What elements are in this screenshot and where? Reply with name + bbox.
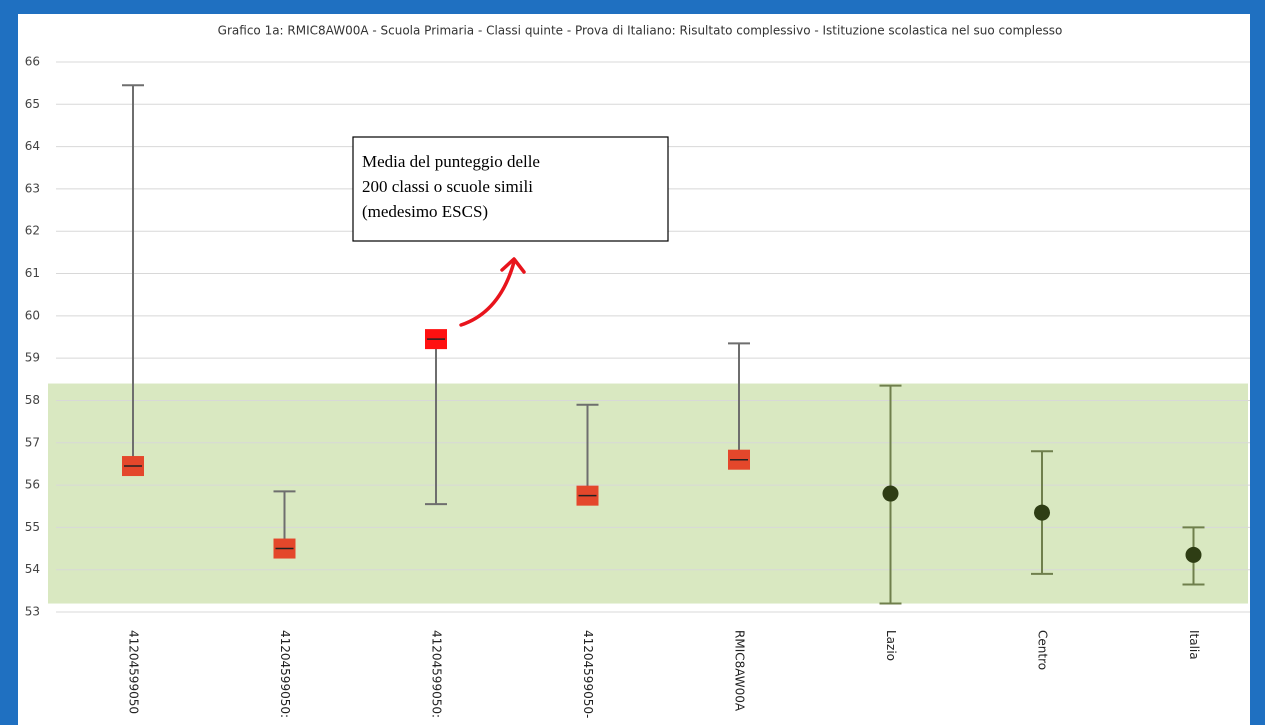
x-tick-label: 41204599050-	[581, 630, 595, 718]
panel	[18, 14, 1250, 725]
x-tick-label: 41204599050:	[278, 630, 292, 718]
y-tick-label: 54	[25, 562, 40, 576]
annotation-arrowhead	[500, 257, 526, 274]
y-tick-label: 55	[25, 520, 40, 534]
x-tick-label: Lazio	[884, 630, 898, 661]
y-tick-label: 66	[25, 55, 40, 69]
y-tick-label: 57	[25, 435, 40, 449]
x-tick-label: RMIC8AW00A	[733, 630, 747, 712]
chart-title: Grafico 1a: RMIC8AW00A - Scuola Primaria…	[218, 24, 1063, 38]
y-tick-label: 60	[25, 308, 40, 322]
y-tick-label: 62	[25, 224, 40, 238]
marker	[1034, 504, 1050, 521]
annotation-box	[352, 136, 669, 242]
marker	[882, 485, 899, 502]
x-tick-label: 41204599050:	[430, 630, 444, 718]
y-tick-label: 61	[25, 266, 40, 280]
reference-band	[48, 383, 1248, 604]
annotation-text: 200 classi o scuole simili	[362, 177, 533, 196]
x-tick-label: 41204599050	[127, 630, 141, 714]
y-tick-label: 63	[25, 181, 40, 195]
x-tick-label: Italia	[1187, 630, 1201, 660]
annotation-text: (medesimo ESCS)	[362, 202, 488, 221]
annotation-text: Media del punteggio delle	[362, 152, 540, 171]
annotation-arrow	[459, 260, 516, 327]
y-tick-label: 53	[25, 605, 40, 619]
y-tick-label: 59	[25, 351, 40, 365]
y-tick-label: 64	[25, 139, 40, 153]
y-tick-label: 65	[25, 97, 40, 111]
y-tick-label: 56	[25, 478, 40, 492]
y-tick-label: 58	[25, 393, 40, 407]
marker	[1185, 546, 1202, 563]
x-tick-label: Centro	[1036, 630, 1050, 670]
